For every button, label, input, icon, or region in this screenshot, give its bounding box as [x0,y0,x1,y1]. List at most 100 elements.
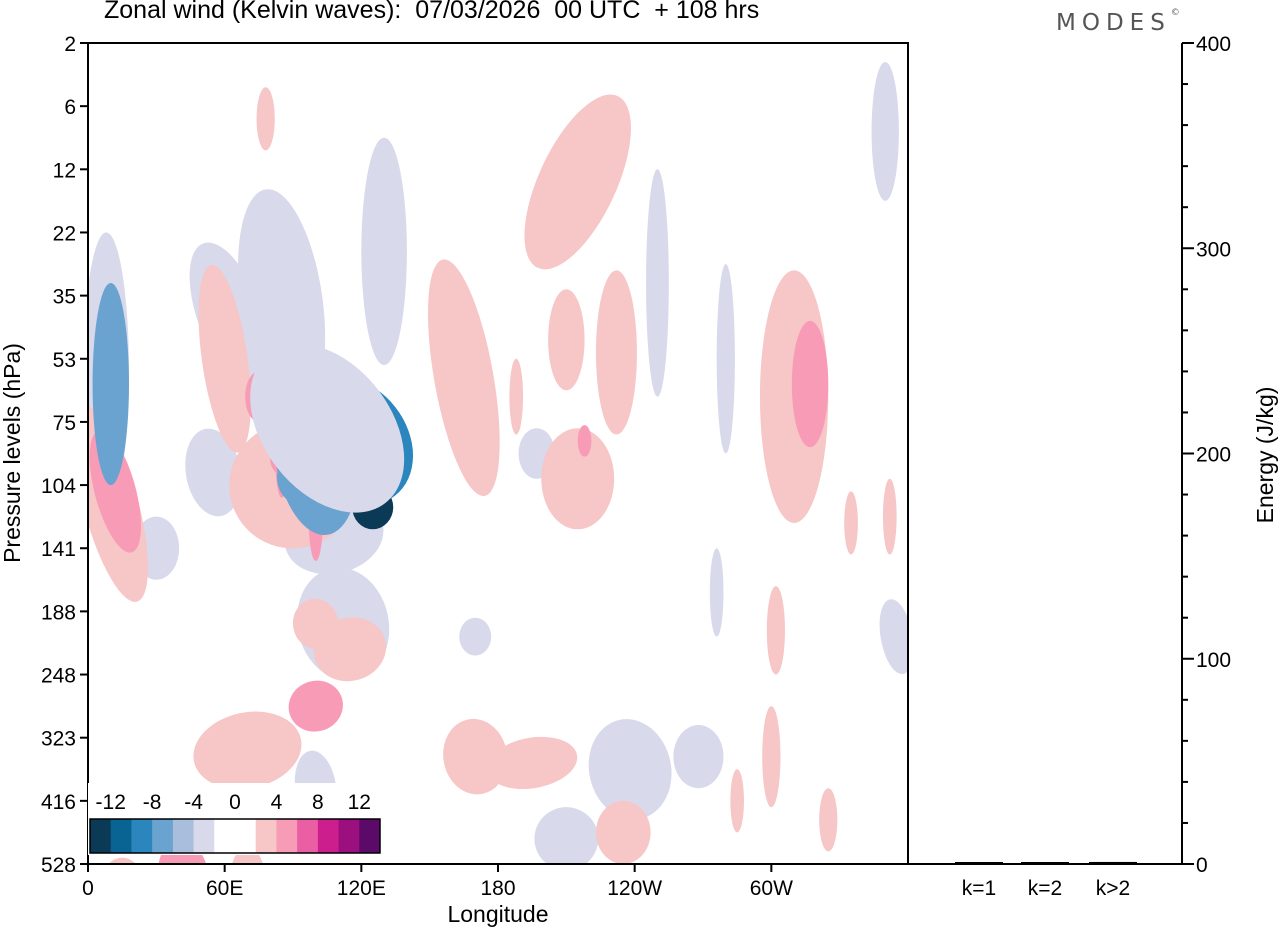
x-tick-label: 120E [337,877,386,900]
y-tick-label: 323 [41,728,76,751]
westerly-anomaly [193,711,302,790]
energy-tick-label: 0 [1196,854,1208,877]
colorbar-swatch [152,819,174,853]
easterly-anomaly [716,264,735,454]
easterly-anomaly [361,137,407,366]
colorbar-swatch [172,819,195,853]
easterly-anomaly [185,428,242,517]
colorbar-swatch [235,819,257,853]
easterly-anomaly [92,282,129,486]
easterly-anomaly [588,719,672,820]
westerly-anomaly [595,800,651,864]
colorbar-swatch [90,819,112,853]
y-tick-label: 416 [41,791,76,814]
westerly-anomaly [292,598,339,650]
y-tick-label: 528 [41,854,76,877]
logo-mark: © [1170,8,1180,18]
colorbar-label: -4 [184,791,203,814]
colorbar-label: 0 [229,791,241,814]
chart-title: Zonal wind (Kelvin waves): 07/03/2026 00… [104,0,760,24]
westerly-anomaly [819,788,838,852]
westerly-anomaly [158,839,210,864]
energy-axis-label: Energy (J/kg) [1252,387,1278,524]
colorbar-swatch [214,819,236,853]
y-tick-label: 2 [64,33,76,56]
westerly-anomaly [288,680,343,732]
westerly-anomaly [577,425,592,457]
x-axis: 0 60E 120E 180 120W 60W [82,864,793,900]
westerly-anomaly [256,87,275,151]
x-tick-label: 0 [82,877,94,900]
westerly-anomaly [198,264,251,453]
energy-category-label: k>2 [1096,877,1130,900]
energy-tick-label: 400 [1196,33,1231,56]
westerly-anomaly [791,320,829,448]
x-tick-label: 60E [206,877,243,900]
easterly-anomaly [459,617,492,656]
westerly-anomaly [541,428,615,530]
easterly-anomaly [709,548,724,637]
colorbar-label: -8 [143,791,162,814]
colorbar-swatch [131,819,153,853]
y-tick-label: 22 [53,222,76,245]
energy-bar [1021,862,1069,864]
x-tick-label: 180 [480,877,515,900]
energy-bar [955,862,1003,864]
y-tick-label: 35 [53,286,76,309]
y-tick-label: 53 [53,349,76,372]
westerly-anomaly [108,857,136,864]
x-tick-label: 120W [607,877,662,900]
colorbar-swatch [317,819,340,853]
easterly-anomaly [673,725,724,789]
y-axis: 2 6 12 22 35 53 75 104 141 188 248 323 416 528 [41,33,88,877]
colorbar: -12 -8 -4 0 4 8 12 [88,783,382,855]
energy-category-label: k=1 [962,877,996,900]
westerly-anomaly [882,478,897,555]
modes-logo: MODES© [1056,8,1180,36]
westerly-anomaly [595,270,637,435]
energy-bar [1089,861,1137,864]
y-tick-label: 12 [53,159,76,182]
colorbar-swatch [276,819,298,853]
colorbar-swatch [255,819,277,853]
westerly-anomaly [730,769,745,833]
westerly-anomaly [844,491,858,555]
colorbar-label: 12 [348,791,371,814]
x-tick-label: 60W [750,877,793,900]
westerly-anomaly [548,289,585,391]
y-tick-label: 188 [41,601,76,624]
colorbar-label: 8 [312,791,324,814]
easterly-anomaly [646,169,669,397]
easterly-anomaly [534,807,599,864]
colorbar-swatch [193,819,215,853]
colorbar-swatch [338,819,360,853]
energy-tick-label: 200 [1196,444,1231,467]
wind-field [88,61,908,864]
colorbar-swatch [359,819,381,853]
y-tick-label: 248 [41,665,76,688]
westerly-anomaly [766,586,786,675]
westerly-anomaly [487,736,578,790]
y-tick-label: 141 [41,538,76,561]
colorbar-swatch [110,819,132,853]
energy-tick-label: 100 [1196,649,1231,672]
energy-tick-label: 300 [1196,238,1231,261]
x-axis-label: Longitude [447,901,548,927]
y-tick-label: 75 [53,412,76,435]
westerly-anomaly [509,358,524,435]
westerly-anomaly [762,706,781,808]
easterly-anomaly [879,599,908,675]
colorbar-label: 4 [271,791,283,814]
easterly-anomaly [871,61,899,201]
colorbar-swatch [297,819,319,853]
energy-chart: 0 100 200 300 400 k=1 k=2 k>2 [955,33,1231,900]
energy-category-label: k=2 [1028,877,1062,900]
westerly-anomaly [524,94,631,270]
colorbar-label: -12 [96,791,126,814]
y-axis-label: Pressure levels (hPa) [0,343,25,563]
y-tick-label: 104 [41,475,76,498]
y-tick-label: 6 [64,96,76,119]
westerly-anomaly [427,259,500,496]
logo-text: MODES [1056,10,1171,36]
